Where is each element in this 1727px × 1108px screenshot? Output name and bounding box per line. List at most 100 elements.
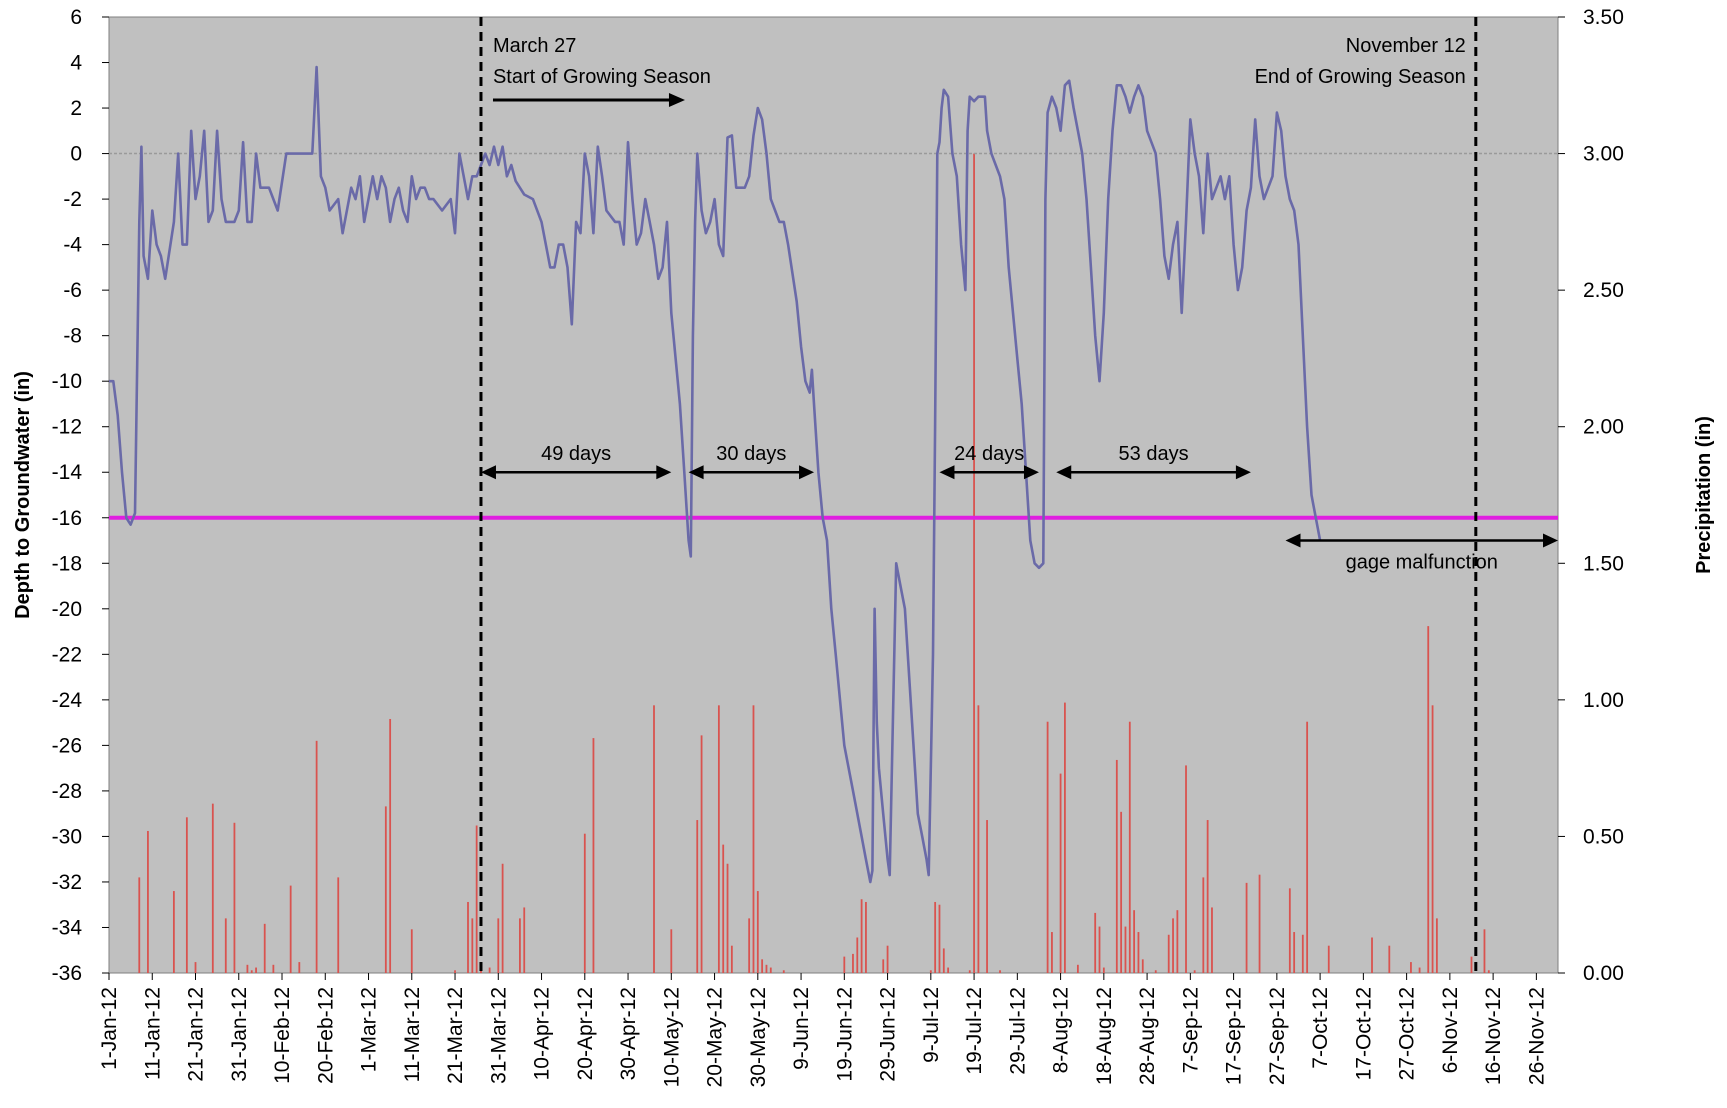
precipitation-bar [1470,956,1473,973]
x-tick-label: 8-Aug-12 [1050,987,1073,1073]
x-tick-label: 9-Jun-12 [790,987,813,1070]
x-tick-label: 30-Apr-12 [617,987,640,1080]
precipitation-bar [865,901,867,973]
duration-label: gage malfunction [1346,552,1498,574]
precipitation-bar [185,817,188,973]
precipitation-bar [224,918,227,973]
duration-arrowhead-left [1285,533,1301,548]
precipitation-bar [947,967,950,973]
precipitation-bar [1211,907,1213,973]
x-tick-label: 9-Jul-12 [920,987,943,1063]
precipitation-bar [1435,918,1438,973]
x-tick-label: 17-Oct-12 [1352,987,1375,1080]
precipitation-bar [1102,967,1105,973]
y-tick-label: -2 [63,188,82,211]
precipitation-bar [726,863,729,973]
precipitation-bar [471,918,474,973]
precipitation-bar [1388,945,1391,973]
y-tick-label: -22 [52,643,82,666]
y-tick-label: 0 [70,143,82,166]
y-tick-label: -12 [52,416,82,439]
x-tick-label: 10-Apr-12 [531,987,554,1080]
precipitation-bar [670,929,673,973]
x-tick-label: 7-Oct-12 [1309,987,1332,1069]
precipitation-bar [756,891,759,973]
x-tick-label: 6-Nov-12 [1439,987,1462,1073]
precipitation-bar [1094,912,1097,973]
precipitation-bar [1133,910,1136,973]
x-tick-label: 17-Sep-12 [1223,987,1246,1085]
precipitation-bar [583,833,586,973]
precipitation-bars [138,153,1490,974]
y-tick-label: -14 [52,461,83,484]
precipitation-bar [315,740,318,973]
precipitation-bar [497,918,500,973]
x-tick-label: 7-Sep-12 [1179,987,1202,1073]
precipitation-bar [1098,926,1101,973]
precipitation-bar [696,820,699,973]
x-tick-label: 31-Jan-12 [228,987,251,1082]
duration-arrowhead-right [1023,465,1039,480]
x-tick-label: 20-Apr-12 [574,987,597,1080]
precipitation-bar [1046,721,1049,973]
y-tick-label: -24 [52,689,83,712]
precipitation-bar [1293,932,1296,973]
precipitation-bar [843,956,846,973]
x-tick-label: 19-Jun-12 [833,987,856,1082]
precipitation-bar [1167,934,1170,973]
x-tick-label: 20-Feb-12 [314,987,337,1084]
y-tick-label: -10 [52,370,82,393]
precipitation-bar [1410,962,1412,973]
growing-season-markers: March 27 Start of Growing Season November … [479,17,1478,973]
axes: 6 4 2 0 -2 -4 -6 -8 -10 -12 -14 -16 -18 -20 -22 -24 -26 -… [52,6,1624,1087]
precipitation-bar [968,970,971,973]
season-description-label: End of Growing Season [1255,66,1466,88]
precipitation-bar [700,735,703,973]
x-tick-label: 11-Mar-12 [401,987,424,1082]
y2-tick-label: 3.00 [1583,143,1624,166]
precipitation-bar [1193,970,1196,973]
precipitation-bar [272,964,275,973]
y-tick-label: -26 [52,734,82,757]
precipitation-bar [298,962,301,973]
precipitation-bar [1076,964,1079,973]
y-tick-label: -30 [52,825,82,848]
x-tick-label: 28-Aug-12 [1136,987,1159,1085]
x-tick-label: 31-Mar-12 [487,987,510,1084]
precipitation-bar [147,830,149,973]
x-tick-label: 29-Jul-12 [1006,987,1029,1075]
y-tick-label: 6 [70,6,82,29]
duration-arrowhead-right [799,465,815,480]
precipitation-bar [882,959,885,973]
y2-tick-label: 1.00 [1583,689,1624,712]
duration-label: 49 days [541,443,611,465]
precipitation-bar [782,970,785,973]
precipitation-bar [467,901,469,973]
x-tick-label: 30-May-12 [747,987,770,1087]
x-tick-label: 19-Jul-12 [963,987,986,1075]
precipitation-bar [722,844,725,973]
duration-arrowhead-left [1056,465,1072,480]
x-tick-label: 1-Mar-12 [358,987,381,1072]
precipitation-bar [765,964,768,973]
precipitation-bar [1288,888,1291,973]
precipitation-bar [938,904,941,973]
x-tick-label: 27-Oct-12 [1396,987,1419,1080]
y-tick-label: -36 [52,962,82,985]
precipitation-bar [1301,934,1304,973]
precipitation-bar [263,923,266,973]
precipitation-bar [523,907,526,973]
x-tick-label: 1-Jan-12 [98,987,121,1070]
precipitation-bar [246,964,249,973]
x-tick-label: 26-Nov-12 [1525,987,1548,1085]
precipitation-bar [194,962,197,973]
x-tick-label: 10-Feb-12 [271,987,294,1084]
y-tick-label: -6 [63,279,82,302]
precipitation-bar [886,945,889,973]
y2-tick-label: 2.50 [1583,279,1624,302]
precipitation-bar [389,718,392,973]
precipitation-bar [1059,773,1062,973]
season-date-label: November 12 [1346,35,1466,57]
precipitation-bar [1124,926,1127,973]
precipitation-bar [1154,970,1157,973]
